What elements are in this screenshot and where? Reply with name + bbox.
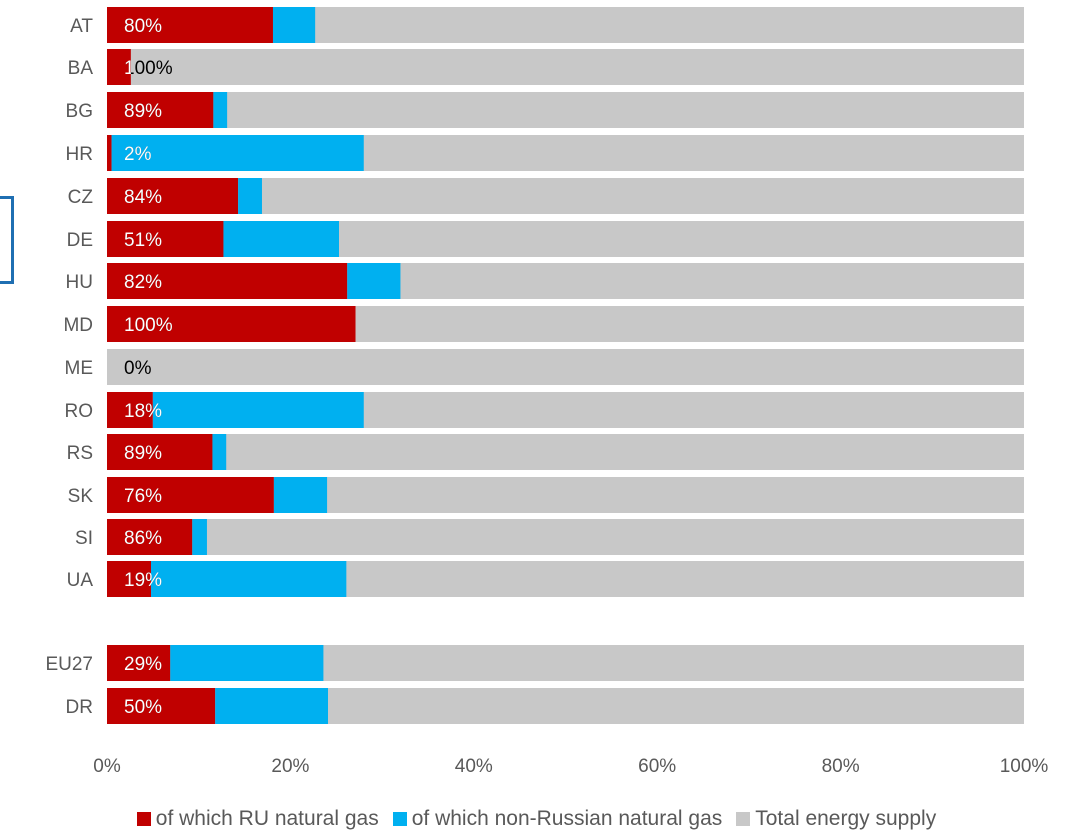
category-label-eu27: EU27 bbox=[45, 654, 93, 675]
bar-nonru-gas-ua bbox=[151, 561, 347, 597]
bar-total-ba bbox=[107, 49, 1024, 85]
bar-nonru-gas-eu27 bbox=[170, 645, 324, 681]
bar-ru-gas-sk bbox=[107, 477, 274, 513]
data-label-me: 0% bbox=[124, 358, 152, 379]
data-label-at: 80% bbox=[124, 16, 162, 37]
bar-ru-gas-rs bbox=[107, 434, 213, 470]
data-label-overlay-hu: 82% bbox=[124, 272, 162, 293]
data-label-overlay-de: 51% bbox=[124, 230, 162, 251]
category-label-hr: HR bbox=[66, 144, 93, 165]
legend-label-1: of which non-Russian natural gas bbox=[411, 807, 723, 830]
category-label-ro: RO bbox=[65, 401, 94, 422]
bar-ru-gas-de bbox=[107, 221, 224, 257]
legend-swatch-0 bbox=[136, 812, 151, 826]
data-label-overlay-ua: 19% bbox=[124, 570, 162, 591]
x-tick-label-1: 20% bbox=[271, 756, 309, 777]
bar-nonru-gas-hr bbox=[111, 135, 364, 171]
category-label-rs: RS bbox=[67, 443, 93, 464]
data-label-overlay-at: 80% bbox=[124, 16, 162, 37]
data-label-hu: 82% bbox=[124, 272, 162, 293]
bar-ru-gas-dr bbox=[107, 688, 216, 724]
chart-legend: of which RU natural gas of which non-Russ… bbox=[0, 807, 1073, 832]
legend-label-0: of which RU natural gas bbox=[155, 807, 379, 830]
bar-ru-gas-ba bbox=[107, 49, 131, 85]
legend-item-1: of which non-Russian natural gas bbox=[392, 807, 723, 831]
bar-ru-gas-si bbox=[107, 519, 193, 555]
bar-nonru-gas-dr bbox=[215, 688, 328, 724]
x-tick-label-0: 0% bbox=[93, 756, 121, 777]
data-label-eu27: 29% bbox=[124, 654, 162, 675]
bar-nonru-gas-rs bbox=[212, 434, 227, 470]
bar-ru-gas-md bbox=[107, 306, 356, 342]
category-label-me: ME bbox=[65, 358, 94, 379]
bar-ru-gas-ua bbox=[107, 561, 152, 597]
legend-swatch-2 bbox=[736, 812, 751, 826]
data-label-rs: 89% bbox=[124, 443, 162, 464]
category-label-sk: SK bbox=[68, 486, 94, 507]
data-label-overlay-rs: 89% bbox=[124, 443, 162, 464]
decorative-frame bbox=[0, 196, 14, 284]
legend-item-2: Total energy supply bbox=[736, 807, 936, 831]
bar-ru-gas-ro bbox=[107, 392, 153, 428]
stacked-bar-chart: AT80%80%BA100%100%BG89%89%HR2%2%CZ84%84%… bbox=[45, 7, 1049, 777]
data-label-overlay-ro: 18% bbox=[124, 401, 162, 422]
category-label-at: AT bbox=[70, 16, 93, 37]
category-label-cz: CZ bbox=[68, 187, 94, 208]
bar-nonru-gas-si bbox=[192, 519, 207, 555]
bar-nonru-gas-ro bbox=[152, 392, 364, 428]
data-label-de: 51% bbox=[124, 230, 162, 251]
bar-ru-gas-hr bbox=[107, 135, 112, 171]
bar-ru-gas-cz bbox=[107, 178, 239, 214]
data-label-overlay-ba: 100% bbox=[124, 58, 173, 79]
bar-nonru-gas-sk bbox=[273, 477, 328, 513]
bar-nonru-gas-at bbox=[272, 7, 316, 43]
legend-label-2: Total energy supply bbox=[755, 807, 937, 830]
data-label-ba: 100% bbox=[124, 58, 173, 79]
bar-ru-gas-eu27 bbox=[107, 645, 171, 681]
data-label-sk: 76% bbox=[124, 486, 162, 507]
x-tick-label-2: 40% bbox=[455, 756, 493, 777]
bar-nonru-gas-bg bbox=[213, 92, 228, 128]
bar-total-rs bbox=[107, 434, 1024, 470]
category-label-ua: UA bbox=[67, 570, 94, 591]
data-label-ro: 18% bbox=[124, 401, 162, 422]
data-label-overlay-md: 100% bbox=[124, 315, 173, 336]
legend-swatch-1 bbox=[392, 812, 407, 826]
category-label-dr: DR bbox=[66, 697, 93, 718]
category-label-si: SI bbox=[75, 528, 93, 549]
x-tick-label-5: 100% bbox=[1000, 756, 1049, 777]
bar-total-si bbox=[107, 519, 1024, 555]
data-label-ua: 19% bbox=[124, 570, 162, 591]
data-label-dr: 50% bbox=[124, 697, 162, 718]
bar-ru-gas-hu bbox=[107, 263, 348, 299]
x-tick-label-4: 80% bbox=[822, 756, 860, 777]
category-label-hu: HU bbox=[66, 272, 93, 293]
category-label-md: MD bbox=[63, 315, 93, 336]
category-label-bg: BG bbox=[66, 101, 93, 122]
data-label-overlay-dr: 50% bbox=[124, 697, 162, 718]
bar-total-bg bbox=[107, 92, 1024, 128]
data-label-bg: 89% bbox=[124, 101, 162, 122]
bar-total-me bbox=[107, 349, 1024, 385]
data-label-overlay-cz: 84% bbox=[124, 187, 162, 208]
data-label-overlay-bg: 89% bbox=[124, 101, 162, 122]
data-label-cz: 84% bbox=[124, 187, 162, 208]
legend-item-0: of which RU natural gas bbox=[136, 807, 379, 831]
data-label-md: 100% bbox=[124, 315, 173, 336]
data-label-overlay-eu27: 29% bbox=[124, 654, 162, 675]
data-label-overlay-sk: 76% bbox=[124, 486, 162, 507]
data-label-overlay-hr: 2% bbox=[124, 144, 152, 165]
bar-nonru-gas-cz bbox=[238, 178, 262, 214]
data-label-si: 86% bbox=[124, 528, 162, 549]
category-label-de: DE bbox=[67, 230, 93, 251]
x-tick-label-3: 60% bbox=[638, 756, 676, 777]
bar-nonru-gas-hu bbox=[347, 263, 401, 299]
data-label-hr: 2% bbox=[124, 144, 152, 165]
bar-ru-gas-at bbox=[107, 7, 273, 43]
bar-ru-gas-bg bbox=[107, 92, 214, 128]
bar-nonru-gas-de bbox=[223, 221, 340, 257]
category-label-ba: BA bbox=[68, 58, 94, 79]
data-label-overlay-si: 86% bbox=[124, 528, 162, 549]
